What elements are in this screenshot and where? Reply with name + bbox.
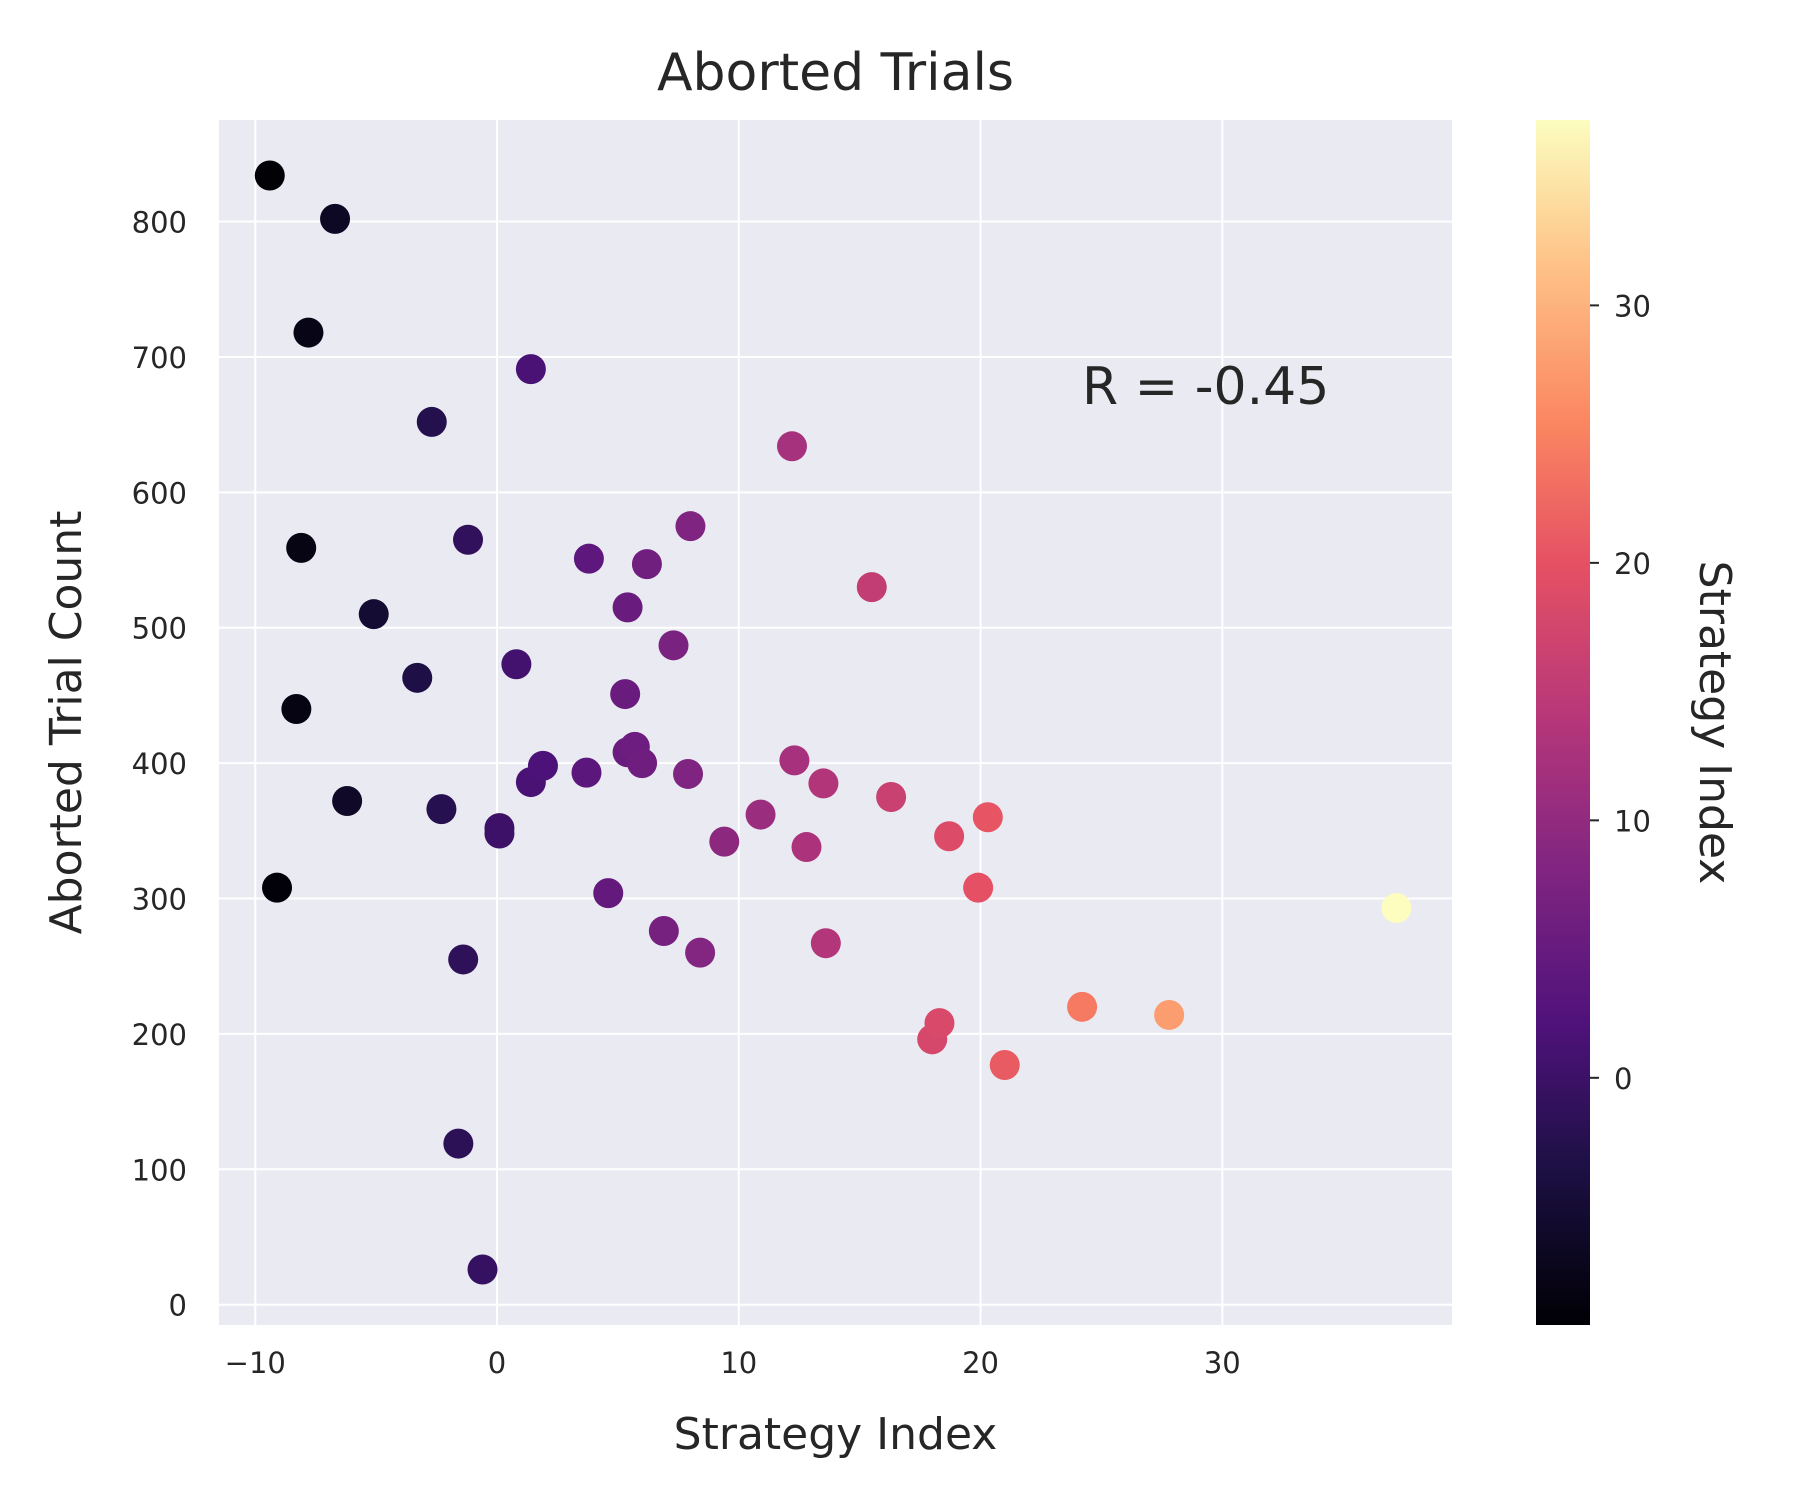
data-point — [658, 630, 689, 661]
x-tick-label: 20 — [962, 1346, 999, 1380]
x-tick-label: 10 — [720, 1346, 757, 1380]
colorbar-label: Strategy Index — [1689, 561, 1740, 885]
data-point — [293, 317, 324, 348]
data-point — [745, 799, 776, 830]
data-point — [467, 1254, 498, 1285]
x-tick-label: 0 — [488, 1346, 506, 1380]
data-point — [631, 549, 662, 580]
y-tick-label: 0 — [169, 1289, 187, 1323]
y-axis-ticks: 0 100 200 300 400 500 600 700 800 — [132, 206, 187, 1323]
colorbar-tick-label: 20 — [1614, 547, 1651, 581]
data-point — [286, 532, 317, 563]
data-point — [776, 431, 807, 462]
data-point — [972, 802, 1003, 833]
data-point — [448, 944, 479, 975]
data-point — [358, 599, 389, 630]
x-axis-label: Strategy Index — [674, 1409, 998, 1460]
x-tick-label: 30 — [1204, 1346, 1241, 1380]
y-tick-label: 800 — [132, 206, 187, 240]
colorbar-tick-label: 0 — [1614, 1062, 1632, 1096]
data-point — [593, 878, 624, 909]
data-point — [779, 745, 810, 776]
data-point — [573, 543, 604, 574]
plot-area — [219, 120, 1452, 1325]
data-points — [254, 160, 1412, 1285]
data-point — [262, 872, 293, 903]
data-point — [527, 750, 558, 781]
data-point — [501, 649, 532, 680]
data-point — [791, 832, 822, 863]
data-point — [332, 786, 363, 817]
data-point — [254, 160, 285, 191]
data-point — [484, 813, 515, 844]
data-point — [571, 757, 602, 788]
data-point — [416, 406, 447, 437]
data-point — [515, 354, 546, 385]
data-point — [924, 1008, 955, 1039]
data-point — [426, 794, 457, 825]
data-point — [934, 821, 965, 852]
y-tick-label: 400 — [132, 747, 187, 781]
gridlines — [219, 120, 1452, 1325]
x-tick-label: −10 — [225, 1346, 286, 1380]
data-point — [810, 928, 841, 959]
colorbar-tick-label: 10 — [1614, 804, 1651, 838]
correlation-annotation: R = -0.45 — [1082, 357, 1329, 417]
chart-title: Aborted Trials — [657, 43, 1014, 103]
data-point — [856, 572, 887, 603]
data-point — [685, 937, 716, 968]
data-point — [1381, 892, 1412, 923]
data-point — [281, 693, 312, 724]
data-point — [808, 768, 839, 799]
data-point — [627, 748, 658, 779]
y-tick-label: 100 — [132, 1153, 187, 1187]
y-tick-label: 300 — [132, 883, 187, 917]
colorbar-tick-label: 30 — [1614, 289, 1651, 323]
data-point — [443, 1128, 474, 1159]
colorbar — [1536, 120, 1590, 1325]
y-tick-label: 700 — [132, 341, 187, 375]
y-tick-label: 500 — [132, 612, 187, 646]
data-point — [989, 1050, 1020, 1081]
data-point — [675, 511, 706, 542]
y-tick-label: 200 — [132, 1018, 187, 1052]
data-point — [963, 872, 994, 903]
data-point — [453, 524, 484, 555]
data-point — [709, 826, 740, 857]
x-axis-ticks: −10 0 10 20 30 — [225, 1346, 1241, 1380]
data-point — [320, 203, 351, 234]
data-point — [612, 592, 643, 623]
data-point — [610, 679, 641, 710]
data-point — [673, 758, 704, 789]
data-point — [648, 916, 679, 947]
data-point — [876, 781, 907, 812]
data-point — [402, 662, 433, 693]
y-tick-label: 600 — [132, 476, 187, 510]
y-axis-label: Aborted Trial Count — [41, 511, 92, 935]
data-point — [1067, 991, 1098, 1022]
colorbar-ticks: 0 10 20 30 — [1590, 289, 1651, 1096]
data-point — [1154, 999, 1185, 1030]
